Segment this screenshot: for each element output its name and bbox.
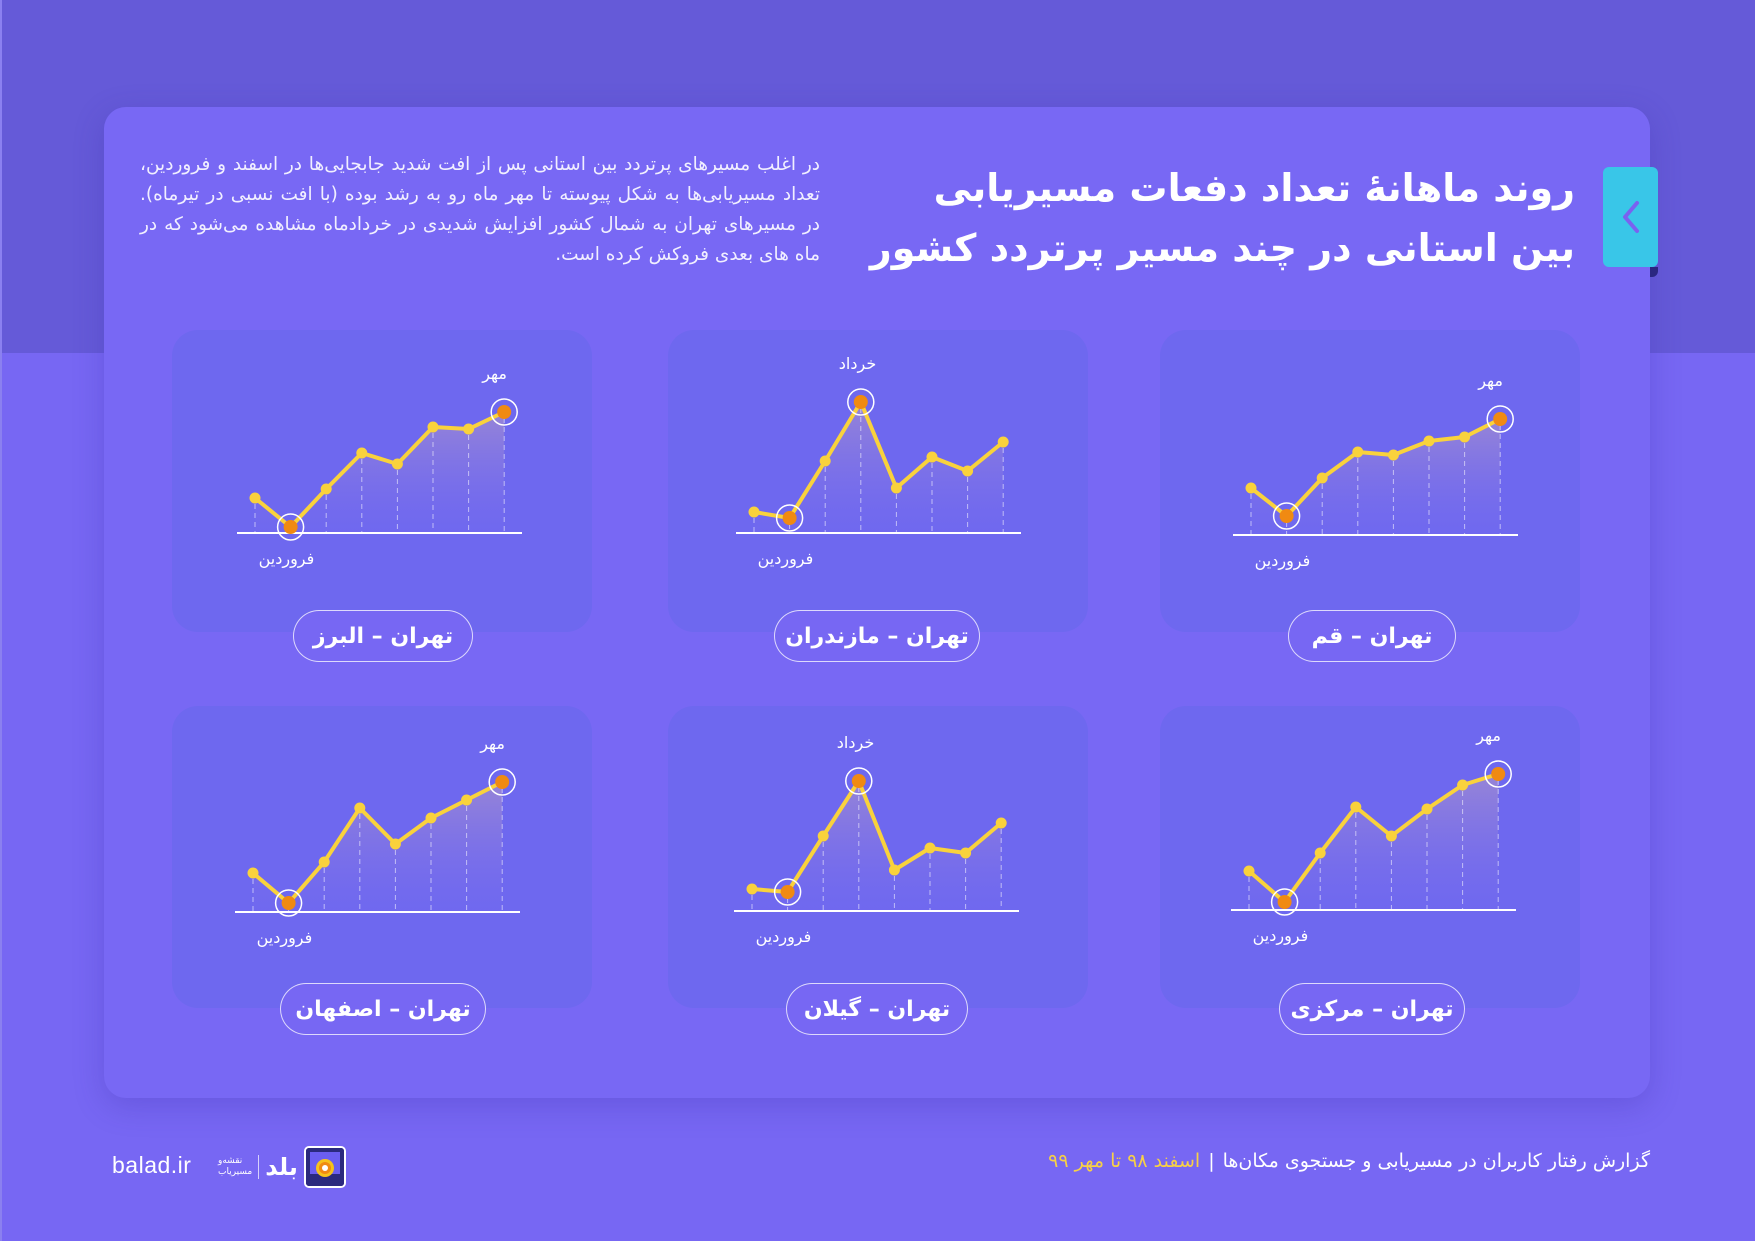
low-point-label: فروردین <box>1254 551 1311 570</box>
chart-panel-gilan <box>668 706 1088 1008</box>
logo-tagline-line1: نقشه‌و <box>218 1156 243 1166</box>
low-point-label: فروردین <box>256 928 313 947</box>
title-line-1: روند ماهانهٔ تعداد دفعات مسیریابی <box>933 166 1575 210</box>
route-label-gilan: تهران – گیلان <box>786 983 968 1035</box>
low-point-label: فروردین <box>258 549 315 568</box>
report-date-range: اسفند ۹۸ تا مهر ۹۹ <box>1048 1150 1201 1172</box>
high-point-label: مهر <box>480 734 505 753</box>
route-label-qom: تهران – قم <box>1288 610 1456 662</box>
logo-wordmark: بلد <box>265 1153 298 1181</box>
chart-panel-markazi <box>1160 706 1580 1008</box>
route-label-markazi: تهران – مرکزی <box>1279 983 1465 1035</box>
logo-tagline: نقشه‌و مسیریاب <box>218 1156 252 1178</box>
logo-tagline-line2: مسیریاب <box>218 1167 253 1177</box>
chart-panel-qom <box>1160 330 1580 632</box>
footer-separator: | <box>1208 1150 1215 1172</box>
title-line-2: بین استانی در چند مسیر پرتردد کشور <box>869 226 1575 270</box>
route-label-alborz: تهران – البرز <box>293 610 473 662</box>
website-link[interactable]: balad.ir <box>112 1152 192 1178</box>
description-text: در اغلب مسیرهای پرتردد بین استانی پس از … <box>140 154 820 265</box>
footer-report-title: گزارش رفتار کاربران در مسیریابی و جستجوی… <box>1048 1150 1650 1172</box>
balad-logo-icon <box>303 1146 346 1188</box>
bookmark-tab[interactable] <box>1603 167 1658 267</box>
route-label-mazandaran: تهران – مازندران <box>774 610 980 662</box>
chart-panel-mazandaran <box>668 330 1088 632</box>
high-point-label: مهر <box>1476 726 1501 745</box>
chart-panel-esfahan <box>172 706 592 1008</box>
chart-panel-alborz <box>172 330 592 632</box>
page-edge <box>0 0 2 1241</box>
high-point-label: خرداد <box>836 733 875 752</box>
route-label-esfahan: تهران – اصفهان <box>280 983 486 1035</box>
bookmark-fold <box>1650 267 1658 277</box>
high-point-label: خرداد <box>838 354 877 373</box>
logo-divider <box>258 1155 260 1179</box>
low-point-label: فروردین <box>757 549 814 568</box>
chevron-left-icon <box>1622 201 1639 233</box>
high-point-label: مهر <box>482 364 507 383</box>
low-point-label: فروردین <box>1252 926 1309 945</box>
low-point-label: فروردین <box>755 927 812 946</box>
high-point-label: مهر <box>1478 371 1503 390</box>
report-title: گزارش رفتار کاربران در مسیریابی و جستجوی… <box>1222 1150 1650 1172</box>
page-title: روند ماهانهٔ تعداد دفعات مسیریابی بین اس… <box>869 158 1575 278</box>
balad-logo: نقشه‌و مسیریاب بلد <box>218 1146 346 1188</box>
